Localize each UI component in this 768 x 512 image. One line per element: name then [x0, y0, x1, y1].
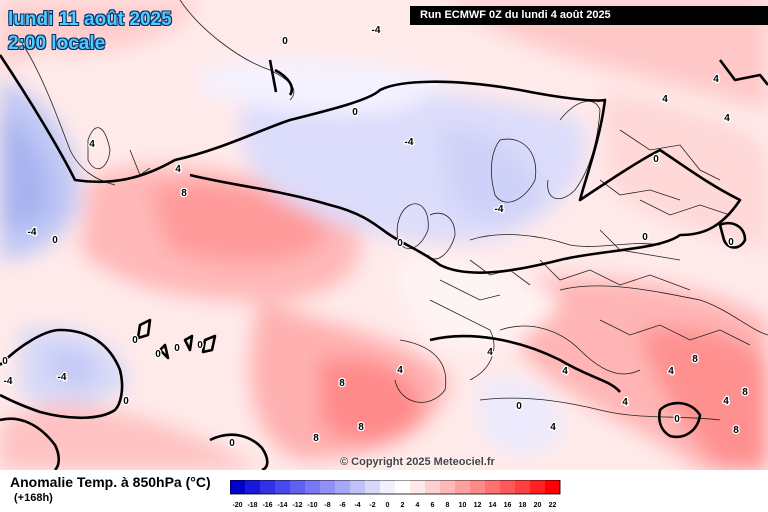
legend-tick-label: 16	[503, 502, 512, 509]
contour-label: 8	[692, 354, 698, 365]
legend-swatch	[500, 480, 516, 494]
legend-tick-label: 4	[415, 502, 420, 509]
contour-label: 4	[562, 366, 568, 377]
legend-swatch	[410, 480, 426, 494]
legend-swatch	[290, 480, 306, 494]
contour-label: 4	[397, 365, 403, 376]
legend-tick-label: -16	[262, 502, 273, 509]
contour-label: 0	[282, 36, 288, 47]
contour-label: 4	[622, 397, 628, 408]
contour-label: -4	[495, 204, 504, 215]
legend-swatch	[485, 480, 501, 494]
legend-swatch	[515, 480, 531, 494]
contour-label: -4	[28, 227, 37, 238]
contour-labels: 0 -4 0 -4 4 4 8 -4 0 0 -4 4 4 4 0 0 0 0 0 0 0 0 -4 -4 0 8 4 4 0 4 8 4 4 8…	[1, 24, 750, 451]
legend-tick-label: 18	[518, 502, 527, 509]
legend-tick-label: -4	[354, 502, 361, 509]
contour-label: 8	[181, 188, 187, 199]
contour-label: -4	[58, 372, 67, 383]
contour-label: 4	[662, 94, 668, 105]
legend-border	[230, 480, 561, 495]
contour-label: 0	[155, 349, 161, 360]
contour-label: 0	[2, 356, 8, 367]
contour-label: 0	[653, 154, 659, 165]
contour-label: -4	[4, 376, 13, 387]
contour-label: 8	[742, 387, 748, 398]
contour-label: -4	[405, 137, 414, 148]
contour-label: 0	[674, 414, 680, 425]
contour-label: 4	[713, 74, 719, 85]
contour-label: 0	[642, 232, 648, 243]
legend-tick-label: 6	[430, 502, 435, 509]
forecast-local-time: 2:00 locale	[8, 33, 106, 54]
contour-label: 8	[313, 433, 319, 444]
legend-swatch	[365, 480, 381, 494]
legend-swatch	[335, 480, 351, 494]
legend-swatch	[455, 480, 471, 494]
contour-label: 4	[487, 347, 493, 358]
legend-swatch	[380, 480, 396, 494]
legend-tick-label: -8	[324, 502, 331, 509]
contour-label: 8	[358, 422, 364, 433]
contour-label: 8	[733, 425, 739, 436]
copyright-notice: © Copyright 2025 Meteociel.fr	[340, 456, 495, 468]
legend-swatch	[350, 480, 366, 494]
contour-label: 8	[339, 378, 345, 389]
contour-label: 4	[724, 113, 730, 124]
legend-tick-label: -12	[292, 502, 303, 509]
contour-label: -4	[372, 25, 381, 36]
legend-swatch	[530, 480, 546, 494]
legend-swatch	[395, 480, 411, 494]
legend-swatch	[260, 480, 276, 494]
contour-label: 0	[174, 343, 180, 354]
legend-swatch	[230, 480, 246, 494]
legend-tick-label: -20	[232, 502, 243, 509]
color-scale-legend	[230, 480, 561, 495]
legend-tick-label: 12	[473, 502, 482, 509]
legend-tick-label: -6	[339, 502, 346, 509]
contour-label: 0	[516, 401, 522, 412]
map-footer: Anomalie Temp. à 850hPa (°C) (+168h)	[0, 470, 768, 512]
legend-tick-label: 20	[533, 502, 542, 509]
contour-label: 4	[550, 422, 556, 433]
contour-label: 4	[175, 164, 181, 175]
legend-tick-label: 10	[458, 502, 467, 509]
legend-swatch	[425, 480, 441, 494]
legend-tick-label: -14	[277, 502, 288, 509]
contour-label: 4	[89, 139, 95, 150]
run-info-banner: Run ECMWF 0Z du lundi 4 août 2025	[410, 6, 768, 25]
contour-label: 0	[728, 237, 734, 248]
forecast-lead-time: (+168h)	[14, 492, 53, 504]
legend-swatch	[275, 480, 291, 494]
legend-tick-label: -18	[247, 502, 258, 509]
legend-swatch	[545, 480, 561, 494]
legend-tick-label: 2	[400, 502, 405, 509]
contour-label: 4	[668, 366, 674, 377]
forecast-date: lundi 11 août 2025	[8, 9, 172, 30]
contour-label: 0	[197, 340, 203, 351]
legend-swatch	[245, 480, 261, 494]
contour-label: 0	[229, 438, 235, 449]
legend-swatch	[320, 480, 336, 494]
contour-label: 0	[132, 335, 138, 346]
legend-tick-label: 14	[488, 502, 497, 509]
contour-label: 0	[123, 396, 129, 407]
temperature-anomaly-map: 0 -4 0 -4 4 4 8 -4 0 0 -4 4 4 4 0 0 0 0 0 0 0 0 -4 -4 0 8 4 4 0 4 8 4 4 8…	[0, 0, 768, 470]
map-title: Anomalie Temp. à 850hPa (°C)	[10, 474, 211, 490]
legend-tick-label: -2	[369, 502, 376, 509]
contour-label: 4	[723, 396, 729, 407]
contour-label: 0	[52, 235, 58, 246]
forecast-valid-time: lundi 11 août 2025 2:00 locale	[8, 8, 172, 56]
legend-swatch	[305, 480, 321, 494]
legend-tick-label: -10	[307, 502, 318, 509]
legend-tick-label: 0	[385, 502, 390, 509]
contour-label: 0	[352, 107, 358, 118]
contour-label: 0	[397, 238, 403, 249]
legend-swatch	[470, 480, 486, 494]
legend-tick-label: 22	[548, 502, 557, 509]
legend-tick-label: 8	[445, 502, 450, 509]
legend-swatch	[440, 480, 456, 494]
